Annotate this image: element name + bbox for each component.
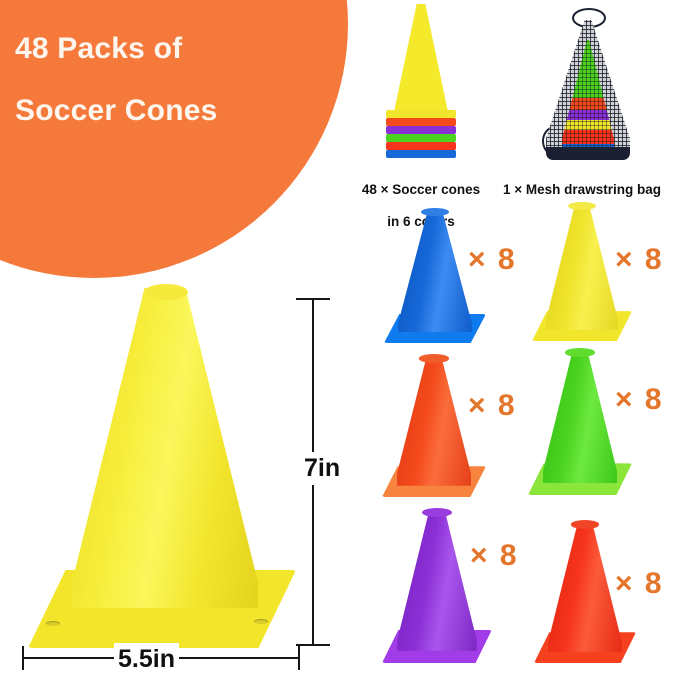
bag-band <box>562 120 614 130</box>
mesh-bag-image <box>540 6 636 160</box>
stack-ring <box>386 142 456 150</box>
cone-orange <box>382 354 486 497</box>
height-dim-tick-top <box>296 298 330 300</box>
count-label-purple: × 8 <box>470 539 519 572</box>
stack-ring <box>386 118 456 126</box>
cone-tip <box>570 520 600 529</box>
page-title: 48 Packs of Soccer Cones <box>15 18 315 142</box>
cone-tip <box>421 507 453 518</box>
bag-mesh-overlay <box>546 20 630 158</box>
color-variant-grid: × 8 × 8 × 8 × 8 <box>372 202 672 667</box>
cone-yellow <box>532 202 632 341</box>
cone-body <box>396 357 472 486</box>
main-cone-image <box>28 284 296 648</box>
cone-tip <box>568 202 596 211</box>
base-hole <box>254 619 268 624</box>
cone-tip <box>419 354 449 363</box>
cone-body <box>397 511 477 651</box>
stacked-cones-image <box>386 4 456 159</box>
cone-green <box>528 348 632 495</box>
base-hole <box>46 621 60 626</box>
height-dim-label: 7in <box>300 452 345 485</box>
width-dim-label: 5.5in <box>114 643 179 676</box>
height-dim-tick-bottom <box>296 644 330 646</box>
cone-body <box>546 205 618 331</box>
stack-ring <box>386 126 456 134</box>
bag-band <box>562 110 614 120</box>
cone-red <box>534 520 636 663</box>
stack-top-cone <box>394 4 448 112</box>
cone-body <box>548 523 622 652</box>
cone-body <box>398 211 472 333</box>
count-label-red: × 8 <box>615 567 664 600</box>
hero-title-line-2: Soccer Cones <box>15 94 218 127</box>
count-label-orange: × 8 <box>468 389 517 422</box>
cone-body <box>72 288 258 608</box>
stack-ring <box>386 134 456 142</box>
cone-tip <box>565 348 595 357</box>
cone-tip <box>144 284 188 300</box>
count-label-yellow: × 8 <box>615 243 664 276</box>
bag-band <box>562 130 614 144</box>
width-dim-tick-left <box>22 646 24 670</box>
width-dim-tick-right <box>298 646 300 670</box>
bag-band <box>562 98 614 110</box>
count-label-blue: × 8 <box>468 243 517 276</box>
cone-blue <box>384 208 486 343</box>
cone-body <box>542 351 618 484</box>
stack-ring <box>386 150 456 158</box>
hero-title-line-1: 48 Packs of <box>15 32 183 65</box>
stack-ring <box>386 110 456 118</box>
count-label-green: × 8 <box>615 383 664 416</box>
cone-purple <box>382 507 492 663</box>
cone-tip <box>420 208 450 217</box>
mesh-bag-caption: 1 × Mesh drawstring bag <box>503 182 661 197</box>
bag-base <box>546 147 630 160</box>
